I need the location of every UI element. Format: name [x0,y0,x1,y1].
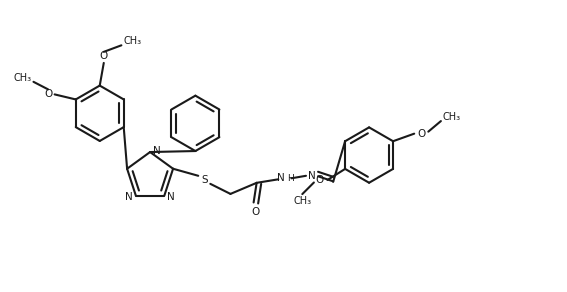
Text: S: S [201,175,208,185]
Text: O: O [100,51,108,61]
Text: CH₃: CH₃ [293,196,311,206]
Text: CH₃: CH₃ [14,73,31,83]
Text: CH₃: CH₃ [443,112,461,122]
Text: N: N [167,192,175,202]
Text: N: N [125,192,133,202]
Text: CH₃: CH₃ [124,36,142,46]
Text: N: N [153,146,161,156]
Text: O: O [316,175,324,185]
Text: O: O [252,206,260,217]
Text: N: N [277,173,285,183]
Text: H: H [287,174,294,183]
Text: N: N [308,171,316,181]
Text: O: O [418,129,426,139]
Text: O: O [44,89,52,99]
